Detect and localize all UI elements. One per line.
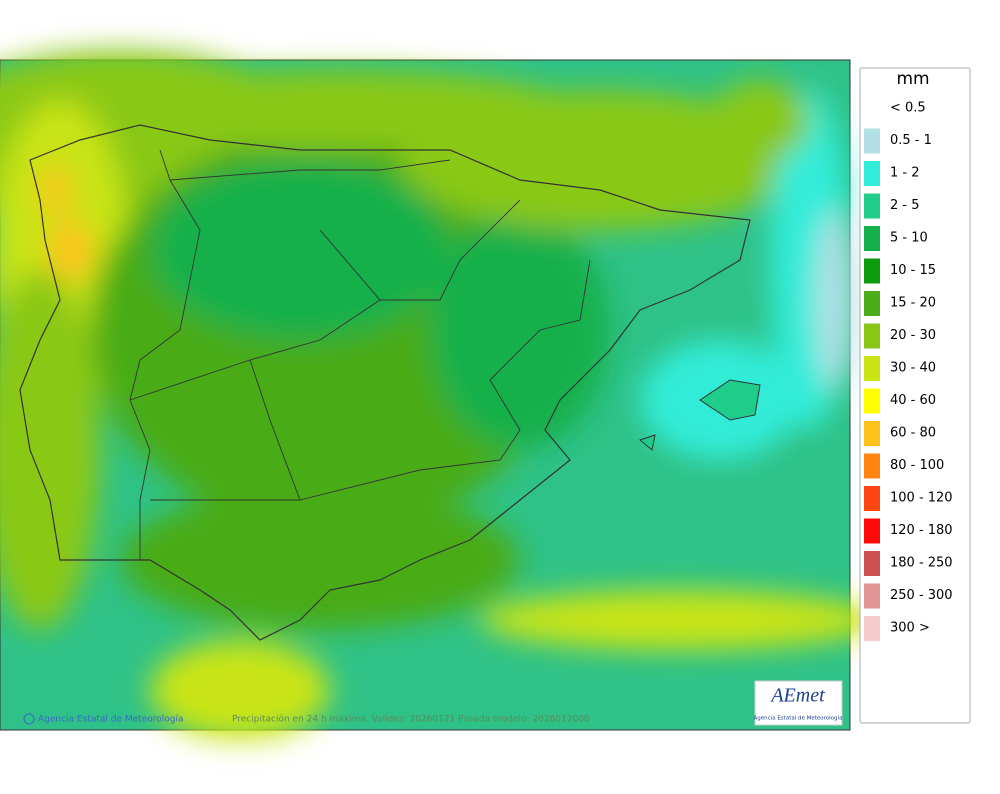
region-borders xyxy=(129,149,591,560)
legend-swatch xyxy=(864,291,880,316)
legend-label: 60 - 80 xyxy=(890,426,936,441)
legend-label: 15 - 20 xyxy=(890,296,936,311)
copyright-icon xyxy=(23,713,35,725)
legend-swatch xyxy=(864,258,880,284)
legend-swatch xyxy=(864,388,880,414)
legend-label: 30 - 40 xyxy=(890,361,936,376)
legend-swatch xyxy=(864,226,880,251)
legend-swatch xyxy=(864,421,880,446)
legend-label: 180 - 250 xyxy=(890,556,953,571)
legend-swatch xyxy=(864,161,880,186)
legend-swatch xyxy=(864,128,880,154)
legend-swatch xyxy=(864,96,880,121)
legend-label: 250 - 300 xyxy=(890,588,953,603)
legend-label: 300 > xyxy=(890,621,930,636)
legend-label: 20 - 30 xyxy=(890,328,936,343)
legend-label: 10 - 15 xyxy=(890,263,936,278)
legend-swatch xyxy=(864,518,880,544)
legend: mm < 0.5 0.5 - 1 1 - 2 2 - 5 5 - 10 10 - 15 15… xyxy=(859,67,971,724)
legend-label: 120 - 180 xyxy=(890,523,953,538)
legend-label: 100 - 120 xyxy=(890,491,953,506)
legend-label: 1 - 2 xyxy=(890,166,920,181)
logo-subtitle: Agencia Estatal de Meteorología xyxy=(754,715,843,722)
caption: Precipitación en 24 h máxima. Validez: 2… xyxy=(232,714,590,725)
legend-label: 0.5 - 1 xyxy=(890,133,932,148)
legend-label: 2 - 5 xyxy=(890,198,920,213)
legend-swatch xyxy=(864,323,880,349)
credit: Agencia Estatal de Meteorología xyxy=(38,715,184,725)
precip-field xyxy=(0,50,880,740)
legend-swatch xyxy=(864,356,880,381)
islands xyxy=(638,379,761,451)
legend-swatch xyxy=(864,551,880,576)
legend-label: < 0.5 xyxy=(890,101,926,116)
legend-swatch xyxy=(864,486,880,511)
logo-name: AEmet xyxy=(769,685,825,707)
legend-box xyxy=(859,67,971,724)
logo-box xyxy=(754,680,843,726)
legend-swatch xyxy=(864,616,880,641)
logo: AEmet Agencia Estatal de Meteorología xyxy=(754,680,843,726)
legend-swatch xyxy=(864,193,880,219)
legend-label: 5 - 10 xyxy=(890,231,928,246)
legend-label: 40 - 60 xyxy=(890,393,936,408)
legend-swatch xyxy=(864,453,880,479)
legend-swatch xyxy=(864,583,880,609)
legend-label: 80 - 100 xyxy=(890,458,944,473)
map: Agencia Estatal de Meteorología Precipit… xyxy=(0,50,880,740)
coastline xyxy=(19,124,751,641)
legend-title: mm xyxy=(896,69,929,89)
